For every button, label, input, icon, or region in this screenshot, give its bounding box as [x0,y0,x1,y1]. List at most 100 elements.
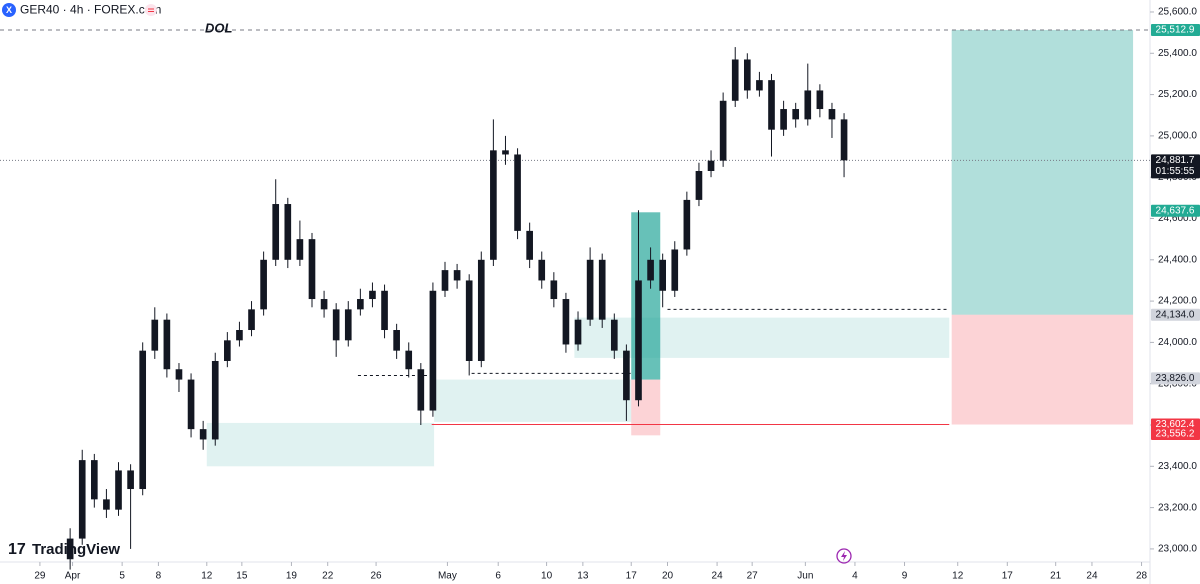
candle-body [840,119,848,161]
x-tick-label: 17 [1002,571,1014,582]
candle-body [647,259,654,281]
candle-body [465,280,473,361]
candle-body [357,299,364,310]
y-tick-label: 24,400.0 [1158,254,1197,265]
candle-body [671,249,679,291]
symbol-icon[interactable] [2,3,16,17]
y-tick-label: 23,000.0 [1158,544,1197,555]
x-tick-label: 5 [119,571,125,582]
candle-body [731,59,739,101]
price-label: 23,602.4 [1156,419,1195,430]
alert-icon-bolt [841,551,847,561]
alert-icon[interactable] [836,548,852,564]
candle-body [115,470,122,510]
candle-body [562,299,570,345]
candle-body [187,379,195,430]
price-label: 24,637.6 [1156,205,1195,216]
price-label: 24,134.0 [1156,309,1195,320]
price-label: 25,512.9 [1156,25,1195,36]
candle-body [332,309,340,341]
y-tick-label: 25,200.0 [1158,89,1197,100]
candle-body [598,259,606,320]
candle-body [707,160,715,171]
x-tick-label: 29 [34,571,46,582]
price-label: 24,881.7 [1156,155,1195,166]
x-tick-label: 24 [712,571,724,582]
candle-body [719,100,727,161]
y-tick-label: 23,200.0 [1158,502,1197,513]
candle-body [163,319,171,370]
candle-body [127,470,134,490]
candle-body [248,309,255,331]
candle-body [683,199,691,250]
candle-body [816,90,824,110]
x-tick-label: 15 [236,571,248,582]
x-tick-label: 24 [1086,571,1098,582]
candle-body [441,270,449,291]
candle-body [574,319,582,345]
price-zone [951,314,1134,425]
watermark: TradingView [32,541,120,558]
candle-body [175,369,183,380]
candle-body [66,538,74,560]
candle-body [393,330,400,351]
candle-body [453,270,461,281]
x-tick-label: Jun [797,571,813,582]
x-tick-label: 20 [662,571,674,582]
candle-body [224,340,231,361]
price-label-box [1151,418,1200,431]
candle-body [236,330,243,341]
candle-body [828,109,836,120]
x-tick-label: 10 [541,571,553,582]
candle-body [211,360,219,440]
countdown: 01:55:55 [1156,166,1195,177]
candle-body [768,80,775,130]
candle-body [780,109,787,130]
x-tick-label: 6 [495,571,501,582]
candle-body [659,259,666,291]
price-label-box [1151,428,1200,441]
candle-body [272,204,280,260]
symbol-title[interactable]: GER40 · 4h · FOREX.com [20,3,161,17]
y-tick-label: 24,200.0 [1158,296,1197,307]
candle-body [139,350,147,490]
candle-body [417,369,425,411]
candle-body [199,429,207,440]
x-tick-label: 28 [1136,571,1148,582]
logo-mark: 17 [8,541,26,558]
levels: DOL [0,20,1150,426]
price-zone [206,422,435,467]
candle-body [756,80,763,91]
y-tick-label: 25,400.0 [1158,48,1197,59]
candle-body [695,170,703,200]
indicator-toggle[interactable] [145,4,157,16]
candle-body [502,150,509,155]
x-tick-label: 12 [201,571,213,582]
candle-body [490,150,497,260]
candle-body [804,90,812,120]
price-zone [574,317,950,358]
x-tick-label: 4 [852,571,858,582]
candle-body [90,460,98,500]
candle-body [308,239,316,300]
candle-body [623,350,630,401]
price-label-box [1151,372,1200,385]
price-label-box [1151,23,1200,36]
price-label: 23,556.2 [1156,429,1195,440]
x-tick-label: Apr [65,571,81,582]
x-tick-label: 27 [747,571,759,582]
y-tick-label: 24,600.0 [1158,213,1197,224]
x-tick-label: 22 [322,571,334,582]
candle-body [381,290,388,331]
candle-body [260,259,267,310]
y-tick-label: 24,000.0 [1158,337,1197,348]
candle-body [405,350,413,370]
price-label: 23,826.0 [1156,373,1195,384]
candle-body [296,239,304,260]
x-tick-label: 21 [1050,571,1062,582]
candle-body [151,319,159,351]
y-tick-label: 25,000.0 [1158,131,1197,142]
x-tick-label: 9 [902,571,908,582]
x-tick-label: 12 [952,571,964,582]
